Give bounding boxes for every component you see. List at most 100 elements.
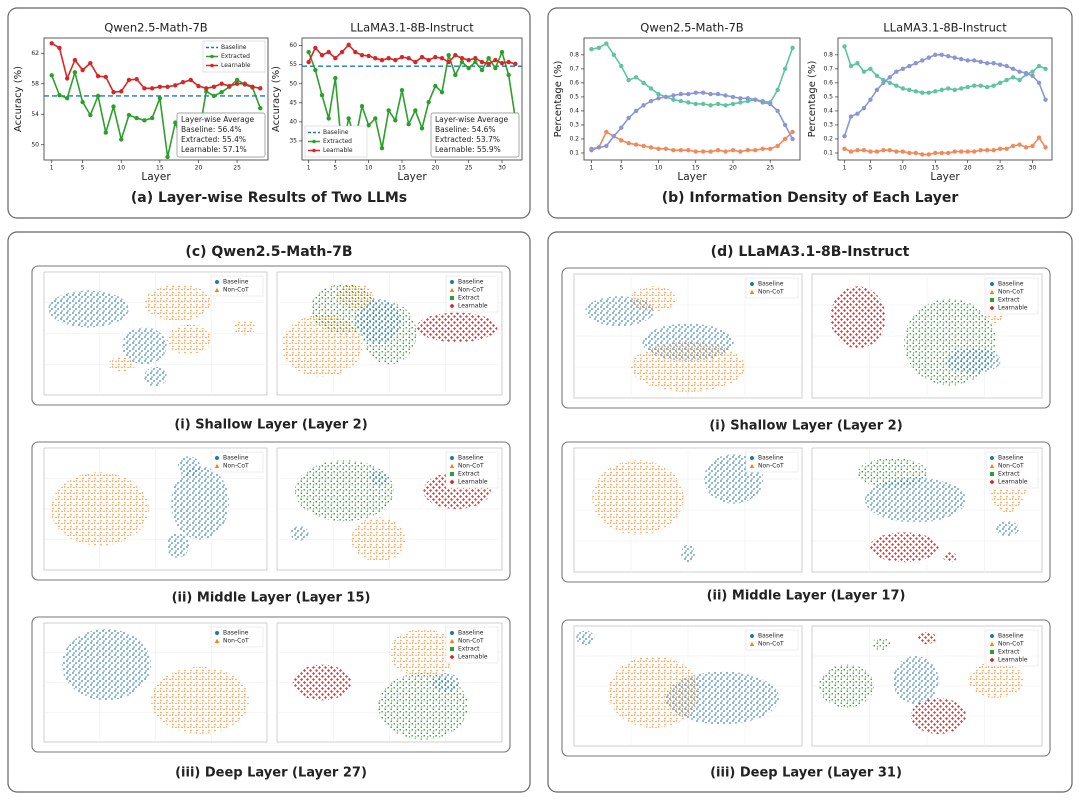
data-point <box>353 49 358 55</box>
y-axis-label: Percentage (%) <box>807 61 818 138</box>
data-point <box>775 87 780 93</box>
data-point <box>738 96 743 101</box>
data-point <box>874 149 880 154</box>
data-point <box>997 62 1003 67</box>
x-tick-label: 20 <box>432 165 440 172</box>
y-tick-label: 45 <box>289 99 297 106</box>
legend-label: Baseline <box>758 455 784 462</box>
legend-marker <box>215 280 219 284</box>
data-point <box>730 101 736 107</box>
chart-title: Qwen2.5-Math-7B <box>640 21 743 35</box>
data-point <box>991 83 996 88</box>
data-point <box>242 81 248 86</box>
legend-label: Baseline <box>223 455 249 462</box>
data-point <box>874 87 880 93</box>
cluster-region <box>910 698 967 734</box>
legend-label: Extract <box>458 646 480 653</box>
cluster-region <box>166 324 212 355</box>
x-tick-label: 20 <box>729 165 737 172</box>
data-point <box>855 111 860 116</box>
data-point <box>926 55 931 60</box>
legend-label: Baseline <box>998 455 1024 462</box>
legend-marker <box>989 289 995 294</box>
data-point <box>1010 75 1016 80</box>
data-point <box>952 149 957 154</box>
data-point <box>513 61 518 67</box>
legend-label: Non-CoT <box>223 463 249 470</box>
cluster-region <box>681 544 695 563</box>
legend-marker <box>749 289 755 294</box>
data-point <box>306 49 311 55</box>
x-tick-label: 10 <box>117 165 125 172</box>
legend-label: Extract <box>998 649 1020 656</box>
data-point <box>619 125 624 130</box>
data-point <box>64 96 70 101</box>
x-tick-label: 10 <box>899 165 907 172</box>
legend-label: Baseline <box>323 129 349 136</box>
data-point <box>227 83 232 89</box>
data-point <box>439 56 445 61</box>
legend-marker <box>990 298 994 302</box>
legend-marker <box>989 305 995 311</box>
data-point <box>204 86 209 91</box>
cluster-region <box>576 630 595 646</box>
x-tick-label: 15 <box>398 165 406 172</box>
cluster-region <box>108 356 136 372</box>
data-point <box>946 86 951 91</box>
data-point <box>142 86 147 91</box>
data-point <box>1023 70 1029 76</box>
legend-marker <box>449 654 455 660</box>
x-tick-label: 25 <box>465 165 473 172</box>
y-tick-label: 50 <box>31 141 39 148</box>
data-point <box>745 147 751 153</box>
data-point <box>881 80 886 86</box>
data-point <box>111 89 116 95</box>
legend-label: Non-CoT <box>998 641 1024 648</box>
data-point <box>723 103 728 108</box>
data-point <box>933 52 938 58</box>
data-point <box>626 77 631 83</box>
legend-label: Learnable <box>998 479 1028 486</box>
data-point <box>861 69 867 74</box>
y-tick-label: 0.2 <box>569 135 579 142</box>
cluster-region <box>355 299 401 344</box>
data-point <box>920 58 925 63</box>
data-point <box>499 60 505 66</box>
data-point <box>693 149 698 154</box>
data-point <box>1017 142 1022 147</box>
data-point <box>1036 63 1042 69</box>
legend-marker <box>450 296 454 300</box>
data-point <box>149 115 155 121</box>
cluster-region <box>592 460 684 535</box>
series-line <box>51 42 261 93</box>
data-point <box>57 92 62 98</box>
cluster-region <box>50 472 149 546</box>
data-point <box>939 150 944 156</box>
legend-label: Extract <box>998 471 1020 478</box>
legend-marker <box>215 456 219 460</box>
data-point <box>730 147 736 153</box>
legend-marker <box>449 303 455 309</box>
annotation-title: Layer-wise Average <box>435 115 508 124</box>
legend-label: Learnable <box>998 305 1028 312</box>
cluster-region <box>171 466 230 540</box>
data-point <box>459 59 465 65</box>
data-point <box>641 103 646 108</box>
data-point <box>656 91 661 97</box>
legend-marker <box>214 463 220 468</box>
data-point <box>965 84 970 90</box>
data-point <box>978 59 983 65</box>
data-point <box>379 57 385 63</box>
data-point <box>333 56 338 61</box>
data-point <box>952 55 957 60</box>
chart-title: LLaMA3.1-8B-Instruct <box>883 21 1007 35</box>
cluster-region <box>830 286 886 349</box>
legend-label: Non-CoT <box>223 638 249 645</box>
data-point <box>959 86 964 91</box>
data-point <box>49 73 54 78</box>
data-point <box>1004 146 1009 151</box>
data-point <box>433 83 438 89</box>
data-point <box>708 149 713 154</box>
cluster-region <box>871 638 891 650</box>
legend-label: Extract <box>458 295 480 302</box>
